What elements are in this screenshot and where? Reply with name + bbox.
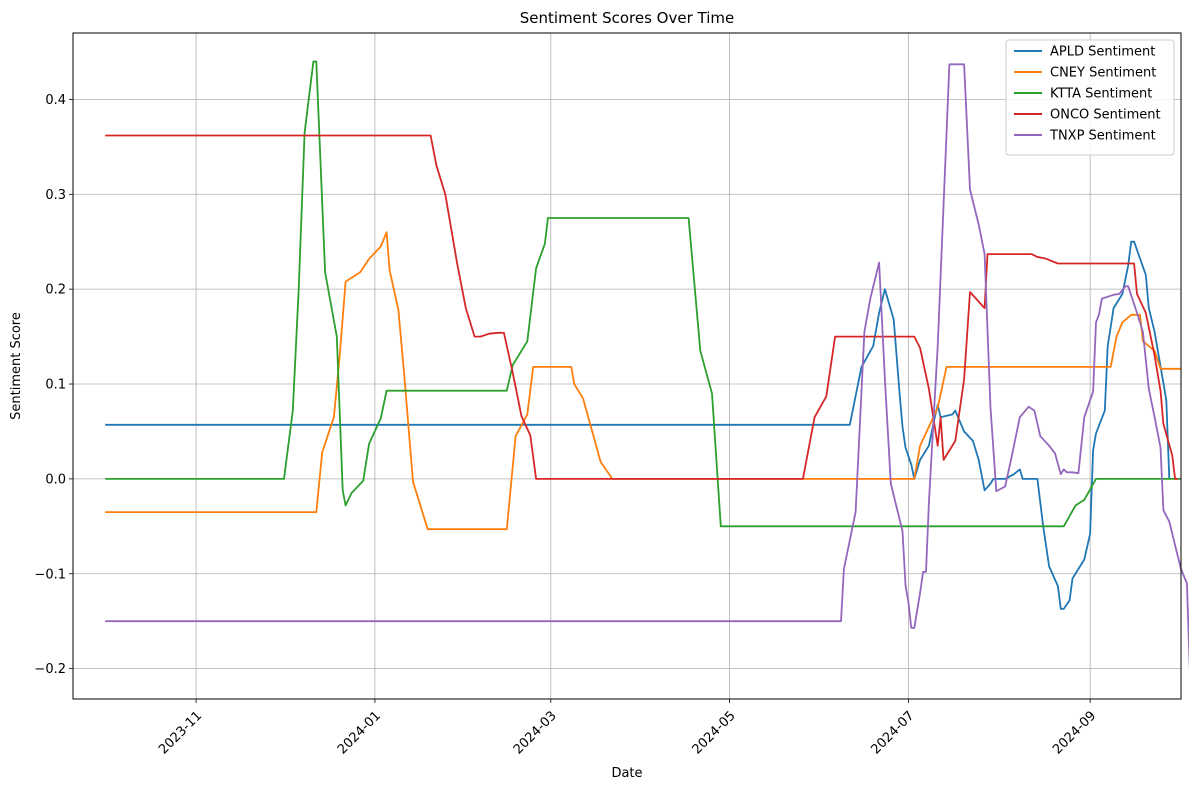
series-line-onco <box>105 134 1179 480</box>
series-line-cney <box>105 231 1181 531</box>
y-tick-label: −0.2 <box>34 662 66 677</box>
series-layer <box>105 60 1189 670</box>
x-tick-label: 2023-11 <box>156 708 205 757</box>
x-axis-label: Date <box>611 766 642 781</box>
legend: APLD Sentiment CNEY Sentiment KTTA Sentime… <box>1005 39 1175 156</box>
x-tick-label: 2024-09 <box>1050 708 1099 757</box>
y-tick-label: 0.1 <box>45 378 66 393</box>
legend-label-onco: ONCO Sentiment <box>1050 108 1161 123</box>
series-line-ktta <box>105 60 1181 528</box>
chart-title: Sentiment Scores Over Time <box>520 9 734 27</box>
y-axis-ticks: −0.2 −0.1 0.0 0.1 0.2 0.3 0.4 <box>34 93 73 677</box>
legend-label-tnxp: TNXP Sentiment <box>1049 129 1156 144</box>
x-tick-label: 2024-05 <box>690 708 739 757</box>
x-tick-label: 2024-01 <box>335 708 384 757</box>
legend-label-apld: APLD Sentiment <box>1050 45 1155 60</box>
x-axis-ticks: 2023-11 2024-01 2024-03 2024-05 2024-07 2024-… <box>156 699 1099 757</box>
y-axis-label: Sentiment Score <box>9 312 24 420</box>
legend-label-cney: CNEY Sentiment <box>1050 66 1156 81</box>
x-tick-label: 2024-07 <box>868 708 917 757</box>
legend-box <box>1005 39 1175 156</box>
y-tick-label: −0.1 <box>34 567 66 582</box>
series-line-apld <box>105 240 1171 610</box>
y-tick-label: 0.0 <box>45 472 66 487</box>
y-tick-label: 0.3 <box>45 188 66 203</box>
plot-frame <box>72 32 1182 700</box>
y-tick-label: 0.4 <box>45 93 66 108</box>
series-line-tnxp <box>105 63 1189 670</box>
x-tick-label: 2024-03 <box>511 708 560 757</box>
legend-label-ktta: KTTA Sentiment <box>1050 87 1152 102</box>
y-tick-label: 0.2 <box>45 283 66 298</box>
